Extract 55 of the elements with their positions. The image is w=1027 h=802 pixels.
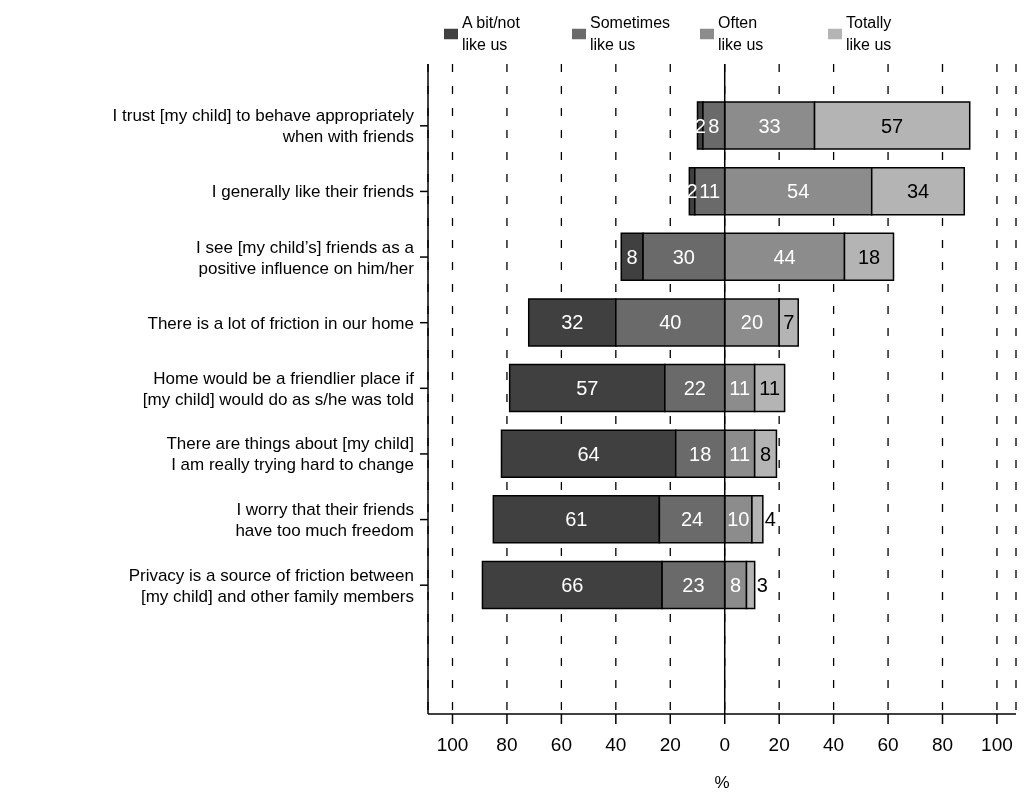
data-label: 30: [672, 245, 696, 268]
x-tick-label: 60: [550, 734, 572, 756]
data-label: 57: [576, 377, 599, 399]
legend-label: A bit/not like us: [462, 13, 521, 55]
data-label: 18: [689, 442, 712, 465]
x-axis-title: %: [714, 773, 730, 792]
data-label: 32: [561, 311, 584, 334]
data-label: 8: [730, 573, 742, 596]
data-label: 44: [773, 245, 796, 268]
data-label: 24: [680, 508, 704, 531]
data-label: 20: [740, 311, 764, 334]
data-label: 66: [561, 573, 584, 596]
legend-label: Sometimes like us: [590, 13, 672, 55]
x-tick-label: 100: [436, 734, 469, 756]
data-label: 8: [626, 245, 638, 268]
x-tick-label: 80: [931, 734, 954, 756]
data-label: 57: [881, 114, 904, 137]
x-tick-label: 60: [877, 734, 899, 756]
legend-label: Totally like us: [846, 13, 893, 55]
x-tick-label: 80: [496, 734, 518, 756]
y-tick-label: There is a lot of friction in our home: [147, 313, 414, 333]
data-label: 11: [759, 377, 781, 399]
data-label: 22: [683, 377, 706, 399]
x-tick-label: 40: [605, 734, 627, 756]
y-tick-label: I worry that their friends have too much freedom: [235, 499, 414, 540]
data-label: 33: [758, 114, 781, 137]
data-label: 61: [565, 508, 588, 531]
data-label: 40: [659, 311, 682, 334]
data-label: 2: [686, 180, 698, 203]
data-label: 11: [729, 442, 751, 465]
y-tick-label: I see [my child’s] friends as a positive influence on him/her: [196, 237, 415, 278]
legend-label: Often like us: [718, 13, 765, 55]
data-label: 8: [759, 442, 772, 465]
x-tick-label: 20: [768, 734, 790, 756]
y-tick-label: I generally like their friends: [211, 181, 414, 201]
data-label: 7: [783, 311, 795, 334]
y-tick-label: There are things about [my child] I am really trying hard to change: [166, 433, 414, 474]
y-tick-label: Home would be a friendlier place if [my child] would do as s/he was told: [142, 368, 415, 409]
data-label: 8: [708, 114, 720, 137]
x-tick-label: 100: [981, 734, 1013, 756]
data-label: 54: [787, 180, 810, 203]
y-tick-label: Privacy is a source of friction between [my child] and other family members: [128, 565, 414, 606]
y-tick-label: I trust [my child] to behave appropriately when with friends: [112, 105, 415, 146]
data-label: 64: [577, 442, 600, 465]
x-tick-label: 0: [719, 734, 731, 756]
x-tick-label: 40: [823, 734, 845, 756]
data-label: 3: [756, 573, 768, 596]
data-label: 4: [764, 508, 776, 531]
x-tick-label: 20: [659, 734, 681, 756]
data-label: 18: [857, 245, 881, 268]
data-label: 11: [699, 180, 721, 203]
data-label: 11: [729, 377, 751, 399]
data-label: 34: [906, 180, 930, 203]
data-label: 10: [727, 508, 750, 531]
data-label: 23: [682, 573, 705, 596]
